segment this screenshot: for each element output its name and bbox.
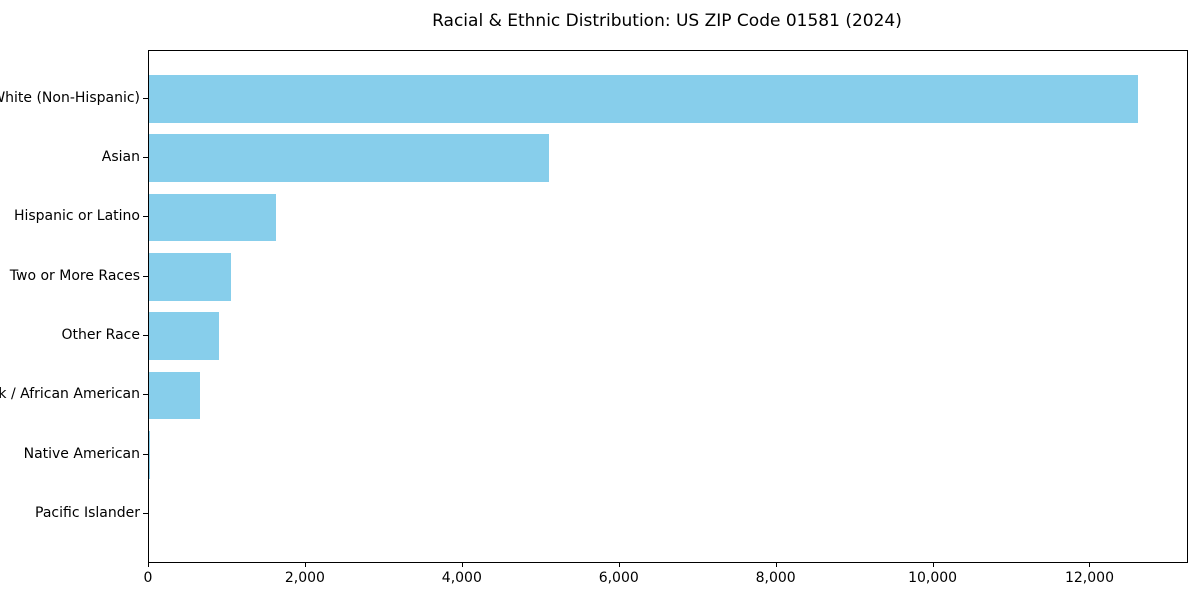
x-tick-mark	[1089, 562, 1091, 567]
x-axis-tick-label: 4,000	[441, 570, 482, 586]
bar	[149, 75, 1138, 123]
bar	[149, 193, 277, 242]
x-tick-mark	[775, 562, 777, 567]
x-axis-tick-label: 8,000	[755, 570, 796, 586]
y-tick-mark	[143, 275, 148, 277]
x-axis-tick-label: 10,000	[908, 570, 958, 586]
x-tick-mark	[461, 562, 463, 567]
y-axis-category-label: Asian	[101, 149, 140, 166]
y-tick-mark	[143, 335, 148, 337]
x-tick-mark	[618, 562, 620, 567]
x-tick-mark	[304, 562, 306, 567]
y-tick-mark	[143, 97, 148, 99]
plot-area	[148, 50, 1188, 563]
y-axis-category-label: Native American	[23, 445, 140, 462]
bar	[149, 134, 550, 182]
x-axis-tick-label: 6,000	[598, 570, 639, 586]
y-tick-mark	[143, 394, 148, 396]
x-axis-tick-label: 12,000	[1064, 570, 1114, 586]
y-axis-category-label: Other Race	[61, 327, 140, 344]
y-axis-category-label: Hispanic or Latino	[13, 208, 140, 225]
x-tick-mark	[932, 562, 934, 567]
y-axis-category-label: Two or More Races	[9, 267, 140, 284]
y-tick-mark	[143, 157, 148, 159]
bar	[149, 253, 231, 301]
y-axis-category-label: Pacific Islander	[35, 505, 140, 522]
y-tick-mark	[143, 513, 148, 515]
bar	[149, 431, 151, 479]
x-axis-tick-label: 2,000	[284, 570, 325, 586]
x-axis-tick-label: 0	[143, 570, 153, 586]
bar	[149, 312, 219, 360]
y-axis-category-label: White (Non-Hispanic)	[0, 89, 140, 106]
y-tick-mark	[143, 216, 148, 218]
y-axis-category-label: Black / African American	[0, 386, 140, 403]
x-tick-mark	[148, 562, 149, 567]
chart-title: Racial & Ethnic Distribution: US ZIP Cod…	[432, 11, 902, 31]
y-tick-mark	[143, 453, 148, 455]
bar	[149, 371, 200, 420]
